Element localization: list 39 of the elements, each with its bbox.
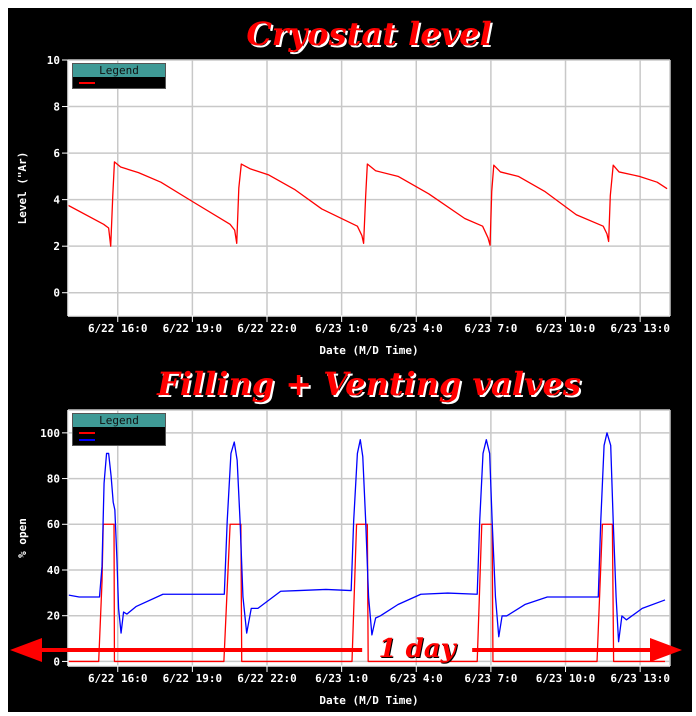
x-tick-label: 6/23 10:0 bbox=[536, 322, 596, 335]
x-tick-label: 6/23 7:0 bbox=[464, 672, 518, 685]
x-tick-label: 6/22 19:0 bbox=[162, 672, 222, 685]
y-tick-label: 0 bbox=[53, 655, 60, 668]
x-tick-label: 6/23 4:0 bbox=[390, 322, 443, 335]
y-tick-label: 100 bbox=[40, 426, 60, 440]
y-tick-label: 6 bbox=[53, 146, 60, 160]
x-tick-label: 6/22 16:0 bbox=[88, 672, 148, 685]
y-tick-label: 80 bbox=[46, 472, 60, 486]
x-tick-label: 6/22 22:0 bbox=[237, 672, 297, 685]
annotation: 1 day bbox=[378, 634, 458, 664]
y-tick-label: 4 bbox=[53, 194, 60, 207]
x-tick-label: 6/23 1:0 bbox=[315, 322, 368, 335]
y-tick-label: 8 bbox=[53, 100, 60, 114]
x-tick-label: 6/23 1:0 bbox=[315, 672, 368, 685]
y-axis-title: % open bbox=[16, 518, 29, 558]
y-tick-label: 2 bbox=[53, 240, 60, 254]
x-tick-label: 6/22 22:0 bbox=[237, 322, 297, 335]
x-axis-title: Date (M/D Time) bbox=[319, 694, 419, 707]
legend-title: Legend bbox=[73, 64, 165, 77]
chart-title: Filling + Venting valves bbox=[156, 364, 582, 404]
chart-title: Cryostat level bbox=[245, 14, 493, 54]
y-tick-label: 10 bbox=[46, 54, 60, 67]
y-axis-title: Level ("Ar) bbox=[16, 152, 29, 224]
legend-box: Legend bbox=[72, 63, 166, 89]
legend-title: Legend bbox=[73, 414, 165, 427]
x-tick-label: 6/23 7:0 bbox=[464, 322, 518, 335]
legend-box: Legend bbox=[72, 413, 166, 446]
y-tick-label: 0 bbox=[53, 286, 60, 300]
x-tick-label: 6/22 19:0 bbox=[162, 322, 222, 335]
x-tick-label: 6/23 13:0 bbox=[610, 322, 670, 335]
x-tick-label: 6/23 10:0 bbox=[536, 672, 596, 685]
x-tick-label: 6/23 4:0 bbox=[390, 672, 443, 685]
y-tick-label: 40 bbox=[46, 564, 60, 577]
y-tick-label: 20 bbox=[46, 610, 60, 623]
x-axis-title: Date (M/D Time) bbox=[319, 344, 419, 357]
y-tick-label: 60 bbox=[46, 518, 60, 532]
x-tick-label: 6/23 13:0 bbox=[610, 672, 670, 685]
x-tick-label: 6/22 16:0 bbox=[88, 322, 148, 335]
